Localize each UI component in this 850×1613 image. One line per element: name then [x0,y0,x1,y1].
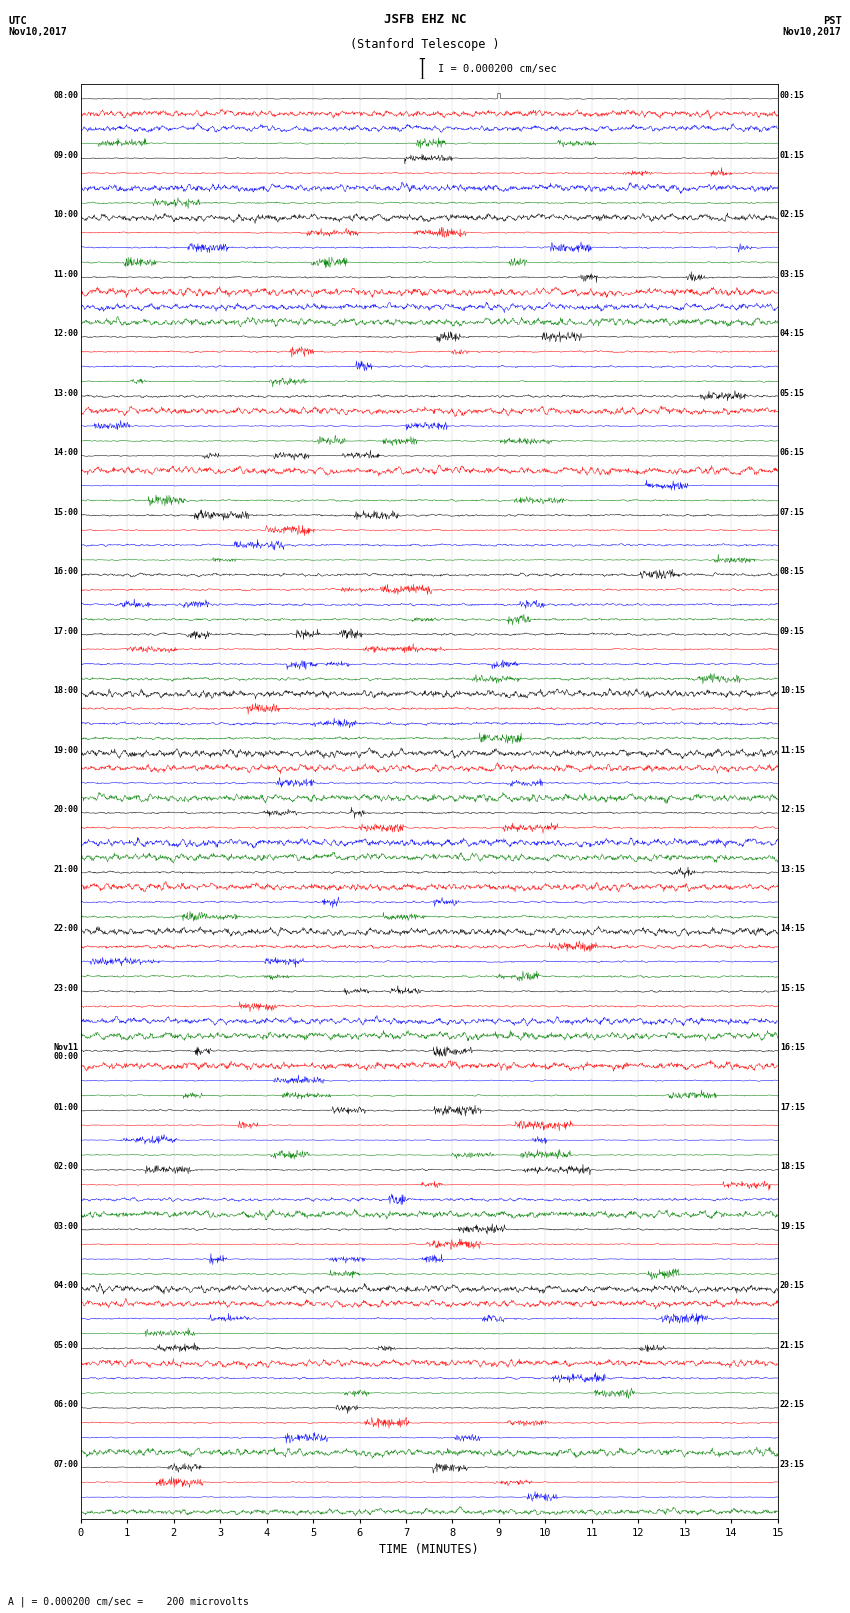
Text: 07:00: 07:00 [54,1460,79,1469]
Text: 13:00: 13:00 [54,389,79,398]
Text: 18:15: 18:15 [779,1163,805,1171]
Text: Nov10,2017: Nov10,2017 [8,27,67,37]
Text: PST: PST [823,16,842,26]
Text: 05:00: 05:00 [54,1340,79,1350]
Text: 23:00: 23:00 [54,984,79,994]
Text: 13:15: 13:15 [779,865,805,874]
Text: 19:00: 19:00 [54,745,79,755]
Text: 23:15: 23:15 [779,1460,805,1469]
Text: 06:00: 06:00 [54,1400,79,1410]
Text: 17:00: 17:00 [54,627,79,636]
Text: I = 0.000200 cm/sec: I = 0.000200 cm/sec [438,65,557,74]
Text: 16:00: 16:00 [54,568,79,576]
Text: 18:00: 18:00 [54,687,79,695]
Text: 21:00: 21:00 [54,865,79,874]
Text: 22:00: 22:00 [54,924,79,934]
Text: 16:15: 16:15 [779,1044,805,1052]
Text: 14:00: 14:00 [54,448,79,458]
Text: 21:15: 21:15 [779,1340,805,1350]
Text: 07:15: 07:15 [779,508,805,516]
Text: 11:15: 11:15 [779,745,805,755]
Text: 09:00: 09:00 [54,152,79,160]
Text: (Stanford Telescope ): (Stanford Telescope ) [350,39,500,52]
Text: 04:00: 04:00 [54,1281,79,1290]
Text: 10:00: 10:00 [54,210,79,219]
Text: 20:00: 20:00 [54,805,79,815]
Text: 14:15: 14:15 [779,924,805,934]
Text: UTC: UTC [8,16,27,26]
Text: 02:00: 02:00 [54,1163,79,1171]
Text: 17:15: 17:15 [779,1103,805,1111]
Text: 19:15: 19:15 [779,1223,805,1231]
Text: 05:15: 05:15 [779,389,805,398]
Text: 12:15: 12:15 [779,805,805,815]
Text: A | = 0.000200 cm/sec =    200 microvolts: A | = 0.000200 cm/sec = 200 microvolts [8,1595,249,1607]
Text: 15:15: 15:15 [779,984,805,994]
Text: 03:00: 03:00 [54,1223,79,1231]
Text: Nov11
00:00: Nov11 00:00 [54,1044,79,1061]
Text: 01:15: 01:15 [779,152,805,160]
Text: 08:00: 08:00 [54,92,79,100]
Text: 12:00: 12:00 [54,329,79,339]
Text: 04:15: 04:15 [779,329,805,339]
Text: Nov10,2017: Nov10,2017 [783,27,842,37]
Text: 01:00: 01:00 [54,1103,79,1111]
Text: 22:15: 22:15 [779,1400,805,1410]
Text: 20:15: 20:15 [779,1281,805,1290]
Text: 09:15: 09:15 [779,627,805,636]
Text: 03:15: 03:15 [779,269,805,279]
Text: 11:00: 11:00 [54,269,79,279]
Text: 02:15: 02:15 [779,210,805,219]
Text: 10:15: 10:15 [779,687,805,695]
Text: 00:15: 00:15 [779,92,805,100]
Text: 06:15: 06:15 [779,448,805,458]
Text: 15:00: 15:00 [54,508,79,516]
X-axis label: TIME (MINUTES): TIME (MINUTES) [379,1542,479,1555]
Text: 08:15: 08:15 [779,568,805,576]
Text: JSFB EHZ NC: JSFB EHZ NC [383,13,467,26]
